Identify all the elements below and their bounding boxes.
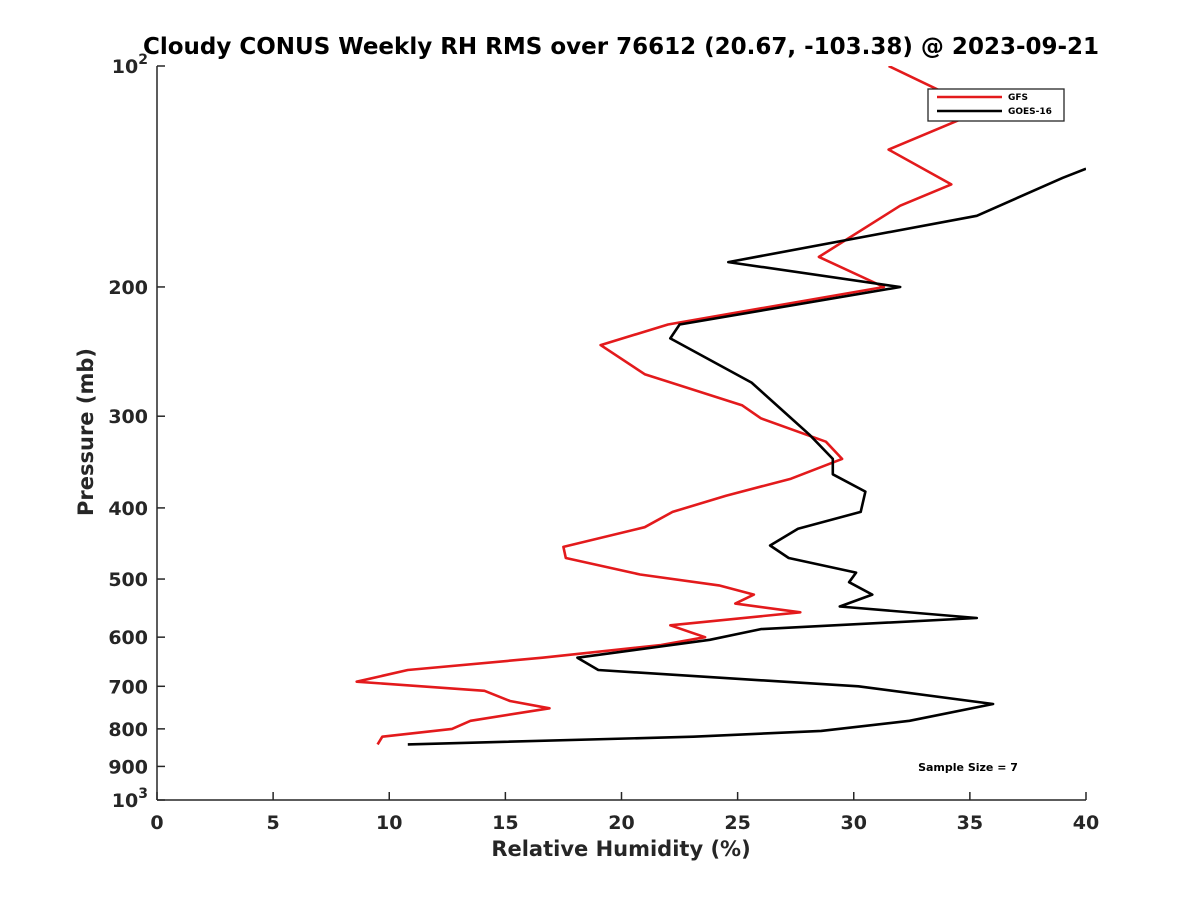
y-tick-label: 600 [108, 627, 148, 649]
legend-label-goes-16: GOES-16 [1008, 107, 1052, 117]
x-tick-label: 5 [267, 812, 280, 834]
x-tick-label: 35 [957, 812, 983, 834]
y-tick-label: 103 [112, 786, 148, 812]
series-line-goes-16 [407, 167, 1086, 746]
y-tick-label: 400 [108, 498, 148, 520]
x-tick-label: 30 [841, 812, 867, 834]
y-tick-label: 700 [108, 676, 148, 698]
plot-area: 0 5 10 15 20 25 30 35 40 102 200 300 400 500 600 700 800… [108, 52, 1099, 834]
x-tick-label: 25 [724, 812, 750, 834]
y-axis-label: Pressure (mb) [74, 348, 98, 516]
series-line-gfs [355, 66, 983, 746]
x-tick-label: 15 [492, 812, 518, 834]
chart-title: Cloudy CONUS Weekly RH RMS over 76612 (2… [143, 34, 1099, 60]
legend: GFS GOES-16 [927, 88, 1065, 122]
x-tick-label: 0 [150, 812, 163, 834]
y-tick-label: 500 [108, 569, 148, 591]
y-tick-label: 800 [108, 719, 148, 741]
x-tick-label: 20 [608, 812, 634, 834]
x-tick-label: 40 [1073, 812, 1099, 834]
x-tick-label: 10 [376, 812, 402, 834]
sample-size-annotation: Sample Size = 7 [918, 761, 1018, 774]
legend-label-gfs: GFS [1008, 93, 1028, 103]
x-axis-label: Relative Humidity (%) [491, 837, 750, 861]
legend-box [927, 88, 1065, 122]
y-tick-label: 200 [108, 277, 148, 299]
y-tick-label: 900 [108, 756, 148, 778]
y-tick-label: 102 [112, 52, 148, 78]
y-tick-label: 300 [108, 406, 148, 428]
